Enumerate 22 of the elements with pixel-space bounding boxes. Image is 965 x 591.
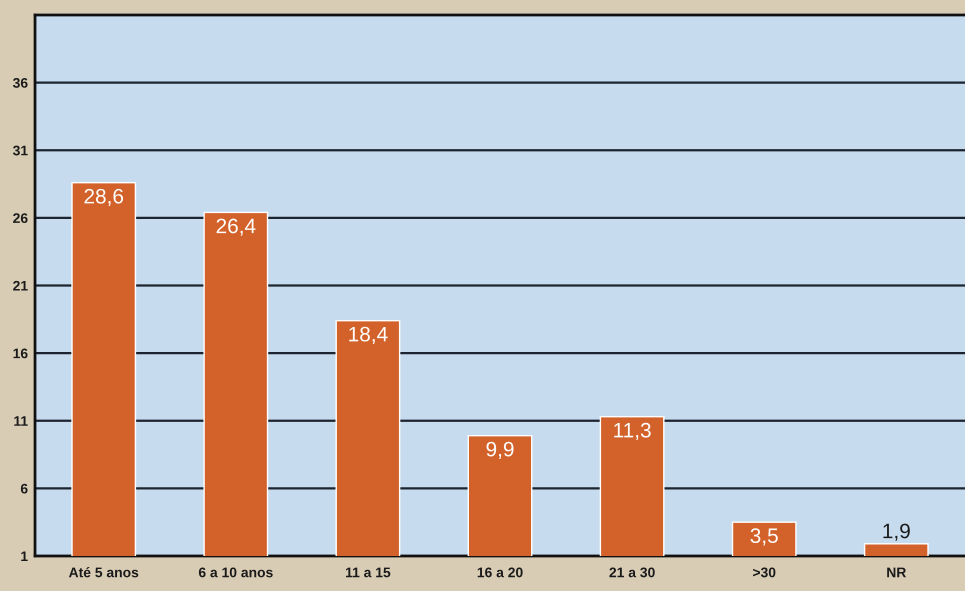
data-label: 28,6 <box>84 188 124 206</box>
x-tick-label: 6 a 10 anos <box>198 567 273 578</box>
x-tick-label: >30 <box>753 567 776 578</box>
x-tick-label: 11 a 15 <box>346 568 390 578</box>
y-tick-label: 31 <box>12 146 28 156</box>
x-tick-label: NR <box>887 568 906 578</box>
data-label: 26,4 <box>216 218 256 236</box>
x-tick-label: 16 a 20 <box>478 567 523 578</box>
y-tick-label: 1 <box>21 551 28 562</box>
data-label: 1,9 <box>883 524 910 541</box>
x-tick-label: 21 a 30 <box>609 567 655 578</box>
y-tick-label: 36 <box>12 78 28 88</box>
data-label: 18,4 <box>349 326 388 344</box>
x-tick-label: Até 5 anos <box>68 567 138 578</box>
y-tick-label: 16 <box>14 348 28 358</box>
y-tick-label: 26 <box>13 213 28 224</box>
data-label: 11,3 <box>614 422 651 440</box>
data-label: 9,9 <box>486 442 514 459</box>
y-tick-label: 21 <box>13 280 28 291</box>
y-tick-label: 6 <box>20 484 28 494</box>
y-tick-label: 11 <box>14 416 28 426</box>
data-label: 3,5 <box>750 528 778 546</box>
